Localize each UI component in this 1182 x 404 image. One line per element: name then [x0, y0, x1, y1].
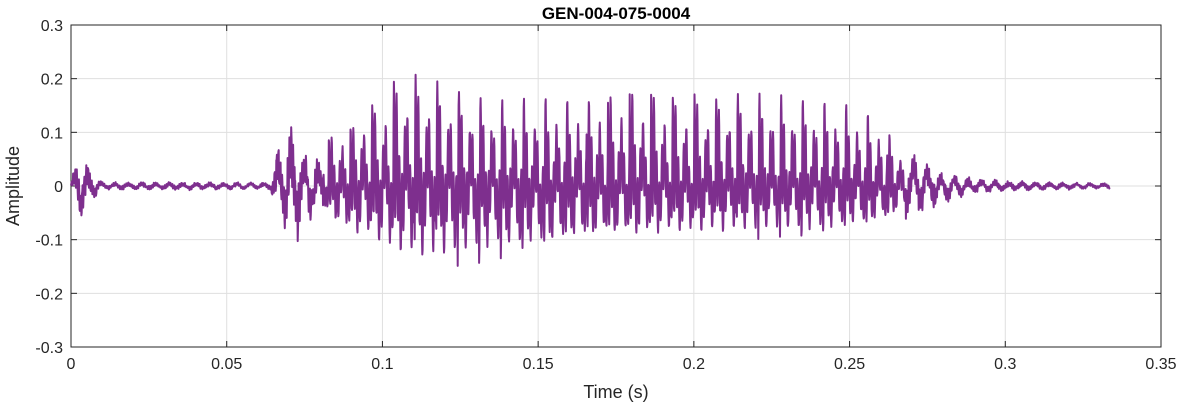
chart-title: GEN-004-075-0004	[542, 4, 691, 23]
series-layer	[70, 73, 1111, 267]
y-tick-label: 0	[54, 179, 63, 196]
y-tick-label: -0.1	[35, 233, 63, 250]
x-tick-label: 0.35	[1145, 356, 1176, 373]
waveform-line	[70, 73, 1111, 267]
x-tick-label: 0.1	[371, 356, 393, 373]
y-tick-label: -0.2	[35, 286, 63, 303]
y-tick-label: 0.3	[41, 18, 63, 35]
y-tick-label: -0.3	[35, 340, 63, 357]
x-tick-label: 0.2	[683, 356, 705, 373]
x-axis-label: Time (s)	[583, 382, 648, 402]
ticks-layer: 0 0.05 0.1 0.15 0.2 0.25 0.3 0.35 -0.3 -0.2 -0.1 0 0…	[35, 18, 1176, 373]
y-tick-label: 0.1	[41, 125, 63, 142]
x-tick-label: 0	[67, 356, 76, 373]
y-tick-label: 0.2	[41, 72, 63, 89]
x-tick-label: 0.3	[994, 356, 1016, 373]
x-tick-label: 0.15	[523, 356, 554, 373]
x-tick-label: 0.05	[211, 356, 242, 373]
x-tick-label: 0.25	[834, 356, 865, 373]
y-axis-label: Amplitude	[3, 146, 23, 226]
